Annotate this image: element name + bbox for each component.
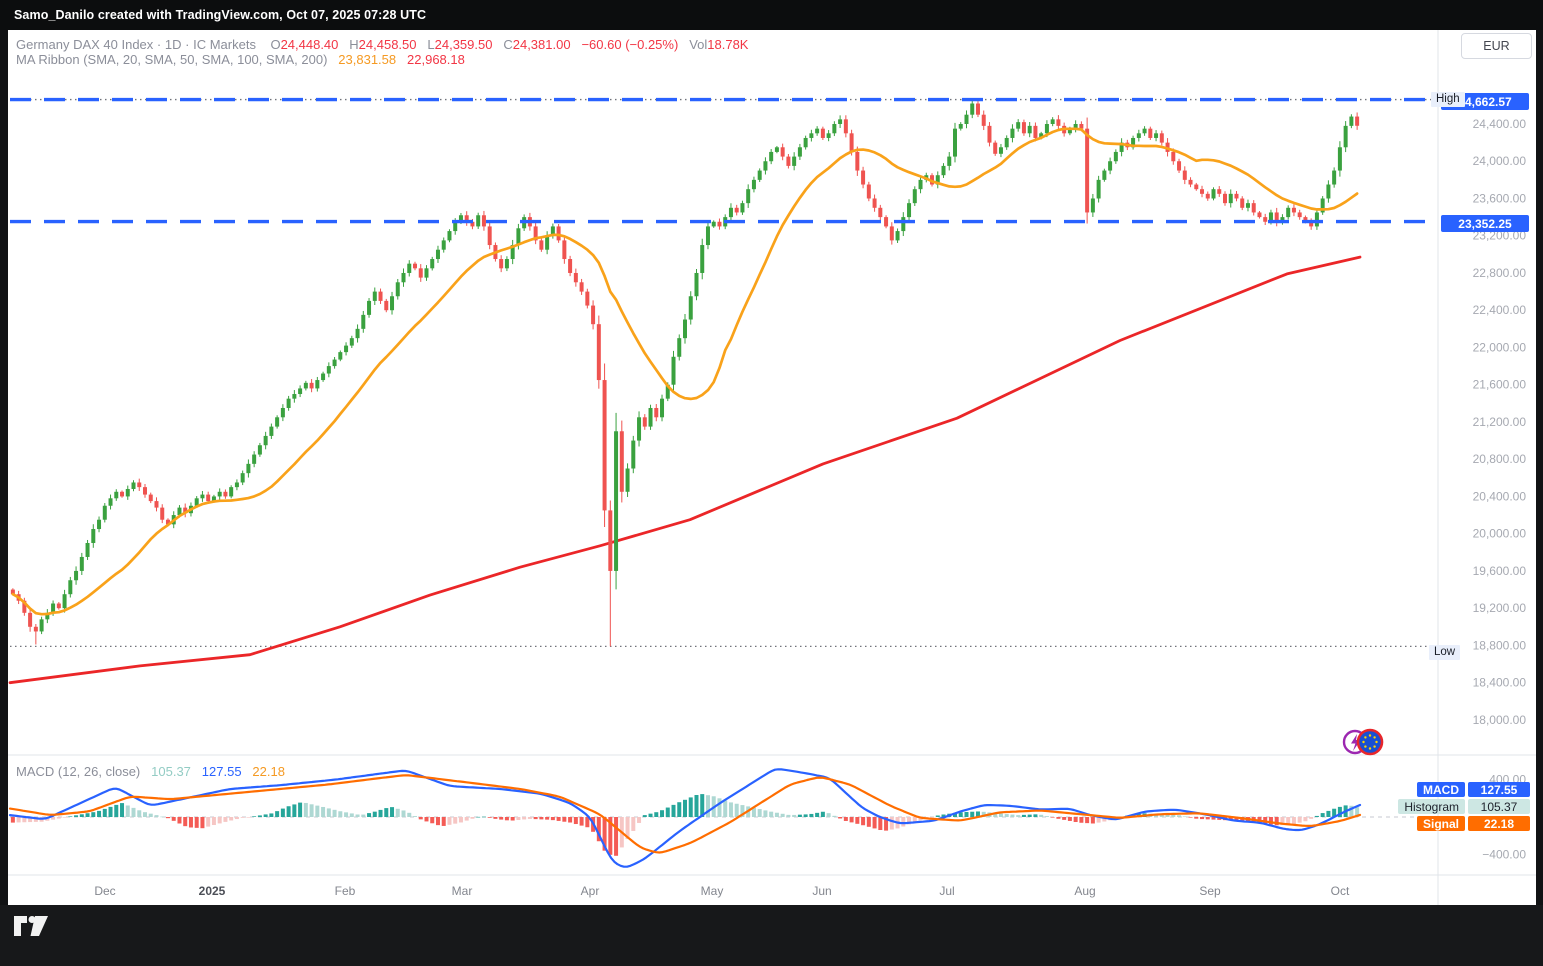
eu-stars <box>1362 734 1378 750</box>
broker-label: IC Markets <box>193 37 256 52</box>
svg-text:2025: 2025 <box>199 884 226 898</box>
histogram-badge-value: 105.37 <box>1468 799 1530 814</box>
macd-signal-value: 22.18 <box>252 764 285 779</box>
high-value: 24,458.50 <box>358 37 417 52</box>
footer-bar: TradingView <box>0 905 1543 966</box>
signal-badge-label: Signal <box>1416 816 1465 831</box>
symbol-title: Germany DAX 40 Index <box>16 37 154 52</box>
volume-value: 18.78K <box>707 37 749 52</box>
close-letter: C <box>503 37 513 52</box>
interval-label: 1D <box>164 37 182 52</box>
svg-text:18,800.00: 18,800.00 <box>1473 638 1527 652</box>
svg-text:19,200.00: 19,200.00 <box>1473 601 1527 615</box>
svg-text:May: May <box>701 884 724 898</box>
svg-text:24,000.00: 24,000.00 <box>1473 154 1527 168</box>
svg-text:24,400.00: 24,400.00 <box>1473 117 1527 131</box>
volume-letter: Vol <box>689 37 708 52</box>
svg-text:18,400.00: 18,400.00 <box>1473 676 1527 690</box>
eu-event-icon[interactable] <box>1356 728 1384 756</box>
svg-text:19,600.00: 19,600.00 <box>1473 564 1527 578</box>
open-value: 24,448.40 <box>280 37 339 52</box>
lightning-icon <box>1351 734 1361 751</box>
signal-badge-row: Signal 22.18 <box>1398 816 1530 831</box>
svg-text:23,200.00: 23,200.00 <box>1473 229 1527 243</box>
support-level-price-badge[interactable]: 23,352.25 <box>1441 215 1529 232</box>
currency-button[interactable]: EUR <box>1461 33 1532 59</box>
legend-separator-2: · <box>185 37 190 52</box>
svg-text:Apr: Apr <box>581 884 600 898</box>
svg-text:Aug: Aug <box>1074 884 1095 898</box>
svg-text:20,800.00: 20,800.00 <box>1473 452 1527 466</box>
macd-badge-value: 127.55 <box>1468 782 1530 797</box>
svg-text:21,600.00: 21,600.00 <box>1473 378 1527 392</box>
macd-badge-row: MACD 127.55 <box>1398 782 1530 797</box>
macd-histogram-value: 105.37 <box>151 764 191 779</box>
economic-event-icons[interactable] <box>1342 726 1384 758</box>
change-value: −60.60 (−0.25%) <box>581 37 679 52</box>
svg-text:Feb: Feb <box>335 884 356 898</box>
ma-ribbon-title: MA Ribbon (SMA, 20, SMA, 50, SMA, 100, S… <box>16 52 328 67</box>
tradingview-logo-icon[interactable] <box>14 915 48 941</box>
svg-text:20,000.00: 20,000.00 <box>1473 527 1527 541</box>
macd-line-value: 127.55 <box>201 764 242 779</box>
ma-ribbon-legend[interactable]: MA Ribbon (SMA, 20, SMA, 50, SMA, 100, S… <box>16 52 465 67</box>
attribution-text: Samo_Danilo created with TradingView.com… <box>14 8 427 22</box>
sma20-value: 23,831.58 <box>338 52 397 67</box>
macd-title: MACD (12, 26, close) <box>16 764 141 779</box>
close-value: 24,381.00 <box>512 37 571 52</box>
svg-text:20,400.00: 20,400.00 <box>1473 489 1527 503</box>
macd-legend[interactable]: MACD (12, 26, close) 105.37 127.55 22.18 <box>16 764 285 779</box>
low-marker-chip: Low <box>1429 645 1461 660</box>
macd-badge-label: MACD <box>1417 782 1465 797</box>
svg-text:22,400.00: 22,400.00 <box>1473 303 1527 317</box>
symbol-legend[interactable]: Germany DAX 40 Index · 1D · IC Markets O… <box>16 37 748 52</box>
svg-text:21,200.00: 21,200.00 <box>1473 415 1527 429</box>
macd-value-badges: MACD 127.55 Histogram 105.37 Signal 22.1… <box>1398 782 1530 831</box>
svg-text:Mar: Mar <box>452 884 473 898</box>
histogram-badge-label: Histogram <box>1398 799 1465 814</box>
attribution-bar: Samo_Danilo created with TradingView.com… <box>0 0 1543 30</box>
svg-text:Dec: Dec <box>94 884 115 898</box>
svg-text:Oct: Oct <box>1331 884 1350 898</box>
svg-text:22,800.00: 22,800.00 <box>1473 266 1527 280</box>
signal-badge-value: 22.18 <box>1468 816 1530 831</box>
price-chart-canvas[interactable]: 24,400.00 24,000.00 23,600.00 23,200.00 22,8… <box>8 30 1536 905</box>
low-value: 24,359.50 <box>434 37 493 52</box>
svg-text:Jun: Jun <box>812 884 831 898</box>
svg-text:23,600.00: 23,600.00 <box>1473 191 1527 205</box>
svg-text:Jul: Jul <box>939 884 954 898</box>
high-marker-chip: High <box>1431 92 1465 107</box>
svg-text:−400.00: −400.00 <box>1482 847 1526 861</box>
chart-pane[interactable] <box>8 30 1536 905</box>
svg-text:22,000.00: 22,000.00 <box>1473 340 1527 354</box>
svg-text:Sep: Sep <box>1199 884 1221 898</box>
sma200-value: 22,968.18 <box>407 52 465 67</box>
low-letter: L <box>427 37 435 52</box>
histogram-badge-row: Histogram 105.37 <box>1398 799 1530 814</box>
open-letter: O <box>270 37 281 52</box>
legend-separator-1: · <box>156 37 162 52</box>
svg-text:18,000.00: 18,000.00 <box>1473 713 1527 727</box>
high-letter: H <box>349 37 359 52</box>
